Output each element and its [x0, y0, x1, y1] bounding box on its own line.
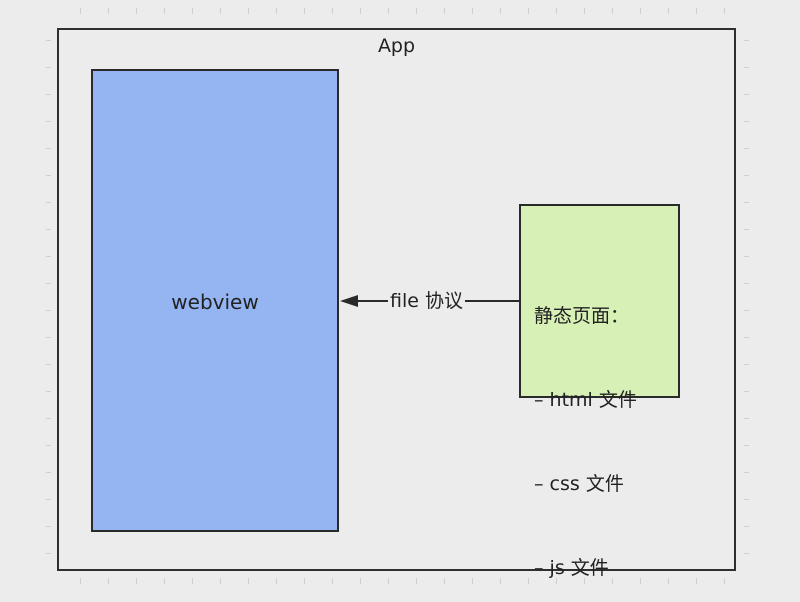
ruler-tick: [46, 94, 51, 95]
ruler-tick: [46, 310, 51, 311]
ruler-tick: [46, 553, 51, 554]
ruler-tick: [584, 8, 585, 14]
ruler-tick: [556, 578, 557, 584]
ruler-tick: [744, 148, 749, 149]
ruler-tick: [46, 499, 51, 500]
ruler-tick: [640, 578, 641, 584]
ruler-tick: [472, 8, 473, 14]
ruler-tick: [472, 578, 473, 584]
ruler-tick: [46, 40, 51, 41]
ruler-tick: [388, 8, 389, 14]
edge-label: file 协议: [388, 289, 465, 313]
ruler-tick: [612, 578, 613, 584]
static-pages-title: 静态页面：: [534, 305, 630, 327]
ruler-tick: [276, 578, 277, 584]
ruler-tick: [46, 121, 51, 122]
ruler-tick: [332, 8, 333, 14]
ruler-tick: [744, 472, 749, 473]
ruler-tick: [248, 578, 249, 584]
ruler-tick: [46, 256, 51, 257]
ruler-tick: [744, 67, 749, 68]
webview-label: webview: [171, 290, 259, 314]
ruler-tick: [668, 578, 669, 584]
ruler-tick: [46, 472, 51, 473]
ruler-tick: [360, 578, 361, 584]
ruler-tick: [744, 364, 749, 365]
ruler-tick: [108, 578, 109, 584]
ruler-tick: [744, 391, 749, 392]
ruler-tick: [444, 578, 445, 584]
ruler-tick: [220, 578, 221, 584]
ruler-tick: [612, 8, 613, 14]
ruler-tick: [416, 578, 417, 584]
ruler-tick: [248, 8, 249, 14]
ruler-tick: [46, 67, 51, 68]
ruler-tick: [164, 578, 165, 584]
ruler-tick: [276, 8, 277, 14]
ruler-tick: [668, 8, 669, 14]
ruler-tick: [744, 94, 749, 95]
ruler-tick: [80, 578, 81, 584]
ruler-tick: [584, 578, 585, 584]
ruler-tick: [192, 8, 193, 14]
ruler-tick: [744, 202, 749, 203]
ruler-tick: [744, 256, 749, 257]
ruler-tick: [724, 8, 725, 14]
ruler-tick: [500, 578, 501, 584]
ruler-tick: [744, 499, 749, 500]
ruler-tick: [500, 8, 501, 14]
ruler-tick: [304, 578, 305, 584]
ruler-tick: [744, 229, 749, 230]
ruler-tick: [556, 8, 557, 14]
ruler-tick: [528, 8, 529, 14]
static-pages-item-css: – css 文件: [534, 473, 624, 495]
ruler-tick: [304, 8, 305, 14]
ruler-tick: [80, 8, 81, 14]
app-label: App: [377, 35, 416, 57]
ruler-tick: [744, 121, 749, 122]
static-pages-text: 静态页面： – html 文件 – css 文件 – js 文件: [534, 246, 637, 602]
static-pages-item-js: – js 文件: [534, 557, 609, 579]
ruler-tick: [528, 578, 529, 584]
ruler-tick: [46, 526, 51, 527]
ruler-tick: [46, 202, 51, 203]
ruler-tick: [744, 445, 749, 446]
ruler-tick: [46, 148, 51, 149]
ruler-tick: [744, 337, 749, 338]
static-pages-node[interactable]: 静态页面： – html 文件 – css 文件 – js 文件: [519, 204, 680, 579]
ruler-tick: [46, 445, 51, 446]
ruler-tick: [744, 418, 749, 419]
ruler-tick: [46, 418, 51, 419]
ruler-tick: [360, 8, 361, 14]
ruler-tick: [220, 8, 221, 14]
ruler-tick: [46, 283, 51, 284]
ruler-tick: [444, 8, 445, 14]
ruler-tick: [744, 526, 749, 527]
ruler-tick: [136, 578, 137, 584]
ruler-tick: [744, 553, 749, 554]
ruler-tick: [640, 8, 641, 14]
ruler-tick: [46, 364, 51, 365]
ruler-tick: [744, 283, 749, 284]
ruler-tick: [164, 8, 165, 14]
ruler-tick: [136, 8, 137, 14]
ruler-tick: [388, 578, 389, 584]
ruler-tick: [696, 8, 697, 14]
ruler-tick: [46, 175, 51, 176]
ruler-tick: [724, 578, 725, 584]
ruler-tick: [744, 175, 749, 176]
ruler-tick: [108, 8, 109, 14]
ruler-tick: [192, 578, 193, 584]
ruler-tick: [744, 40, 749, 41]
ruler-tick: [46, 391, 51, 392]
static-pages-item-html: – html 文件: [534, 389, 637, 411]
ruler-tick: [332, 578, 333, 584]
ruler-tick: [46, 229, 51, 230]
webview-node[interactable]: webview: [91, 69, 339, 532]
ruler-tick: [696, 578, 697, 584]
ruler-tick: [744, 310, 749, 311]
ruler-tick: [416, 8, 417, 14]
ruler-tick: [46, 337, 51, 338]
